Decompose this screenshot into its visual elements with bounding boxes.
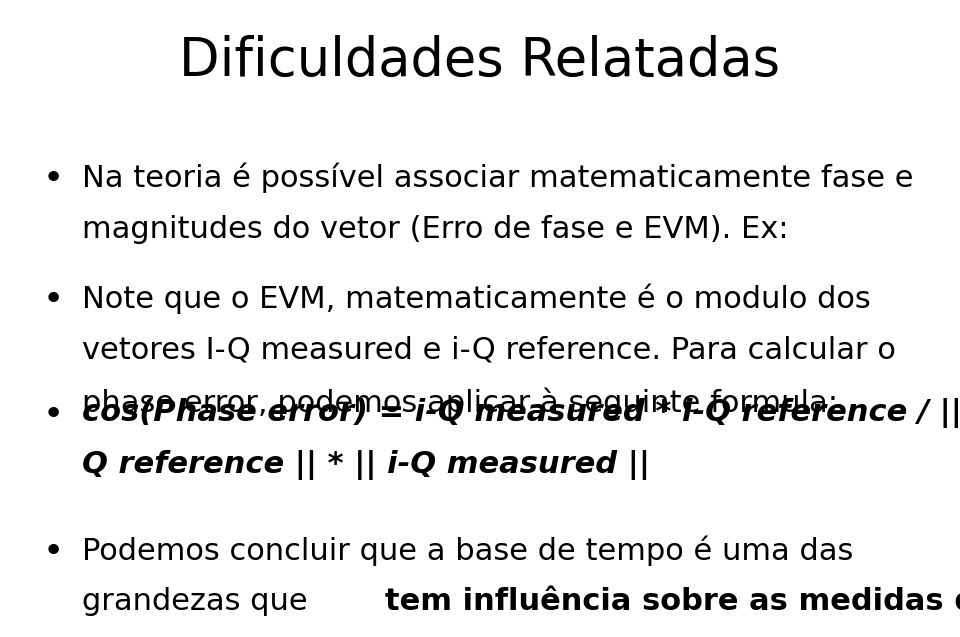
- Text: •: •: [42, 283, 63, 317]
- Text: •: •: [42, 535, 63, 569]
- Text: grandezas que: grandezas que: [82, 587, 317, 617]
- Text: Dificuldades Relatadas: Dificuldades Relatadas: [180, 35, 780, 87]
- Text: phase error, podemos aplicar à seguinte formula:: phase error, podemos aplicar à seguinte …: [82, 388, 837, 419]
- Text: Podemos concluir que a base de tempo é uma das: Podemos concluir que a base de tempo é u…: [82, 535, 853, 566]
- Text: Q reference || * || i-Q measured ||: Q reference || * || i-Q measured ||: [82, 450, 650, 480]
- Text: cos(Phase error) = i-Q measured * i-Q reference / || i-: cos(Phase error) = i-Q measured * i-Q re…: [82, 398, 960, 428]
- Text: •: •: [42, 398, 63, 432]
- Text: tem influência sobre as medidas de: tem influência sobre as medidas de: [385, 587, 960, 617]
- Text: vetores I-Q measured e i-Q reference. Para calcular o: vetores I-Q measured e i-Q reference. Pa…: [82, 336, 896, 365]
- Text: Na teoria é possível associar matematicamente fase e: Na teoria é possível associar matematica…: [82, 162, 913, 193]
- Text: •: •: [42, 162, 63, 196]
- Text: Note que o EVM, matematicamente é o modulo dos: Note que o EVM, matematicamente é o modu…: [82, 283, 871, 314]
- Text: magnitudes do vetor (Erro de fase e EVM). Ex:: magnitudes do vetor (Erro de fase e EVM)…: [82, 215, 788, 244]
